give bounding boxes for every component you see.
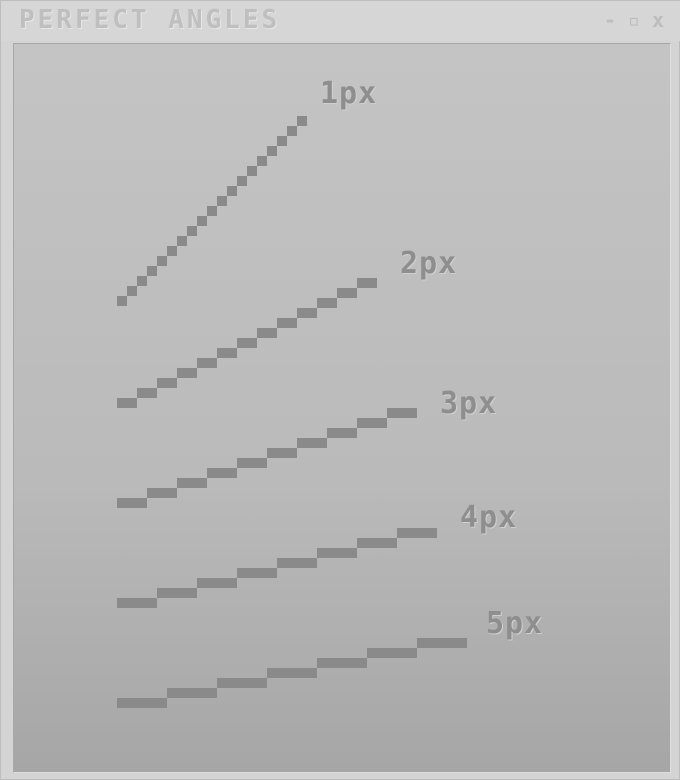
stair-step xyxy=(217,678,267,688)
stair-step xyxy=(197,578,237,588)
stair-step xyxy=(117,398,137,408)
stair-line-1px xyxy=(117,116,307,306)
stair-step xyxy=(117,598,157,608)
stair-step xyxy=(297,116,307,126)
stair-step xyxy=(277,318,297,328)
close-button[interactable]: x xyxy=(651,8,665,32)
stair-step xyxy=(117,698,167,708)
stair-line-4px xyxy=(117,528,437,608)
stair-step xyxy=(187,226,197,236)
stair-step xyxy=(217,196,227,206)
stair-step xyxy=(417,638,467,648)
stair-step xyxy=(117,296,127,306)
stair-step xyxy=(167,246,177,256)
line-label-1px: 1px xyxy=(320,76,378,111)
stair-line-3px xyxy=(117,408,417,508)
stair-step xyxy=(177,368,197,378)
stair-step xyxy=(177,236,187,246)
stair-step xyxy=(237,176,247,186)
window-title: PERFECT ANGLES xyxy=(19,5,281,35)
stair-step xyxy=(177,478,207,488)
line-label-3px: 3px xyxy=(440,386,498,421)
stair-lines xyxy=(117,116,467,708)
line-label-5px: 5px xyxy=(486,606,544,641)
minimize-button[interactable]: - xyxy=(603,8,617,32)
drawing-canvas: 1px 2px 3px 4px 5px xyxy=(13,43,671,773)
line-label-4px: 4px xyxy=(460,500,518,535)
stair-step xyxy=(197,358,217,368)
stair-line-2px xyxy=(117,278,377,408)
stair-step xyxy=(257,156,267,166)
stair-step xyxy=(317,658,367,668)
stair-step xyxy=(147,488,177,498)
stair-step xyxy=(127,286,137,296)
stair-step xyxy=(117,498,147,508)
stair-step xyxy=(367,648,417,658)
stair-step xyxy=(317,548,357,558)
stair-step xyxy=(227,186,237,196)
stair-step xyxy=(237,458,267,468)
stair-step xyxy=(297,438,327,448)
stair-step xyxy=(167,688,217,698)
stair-line-5px xyxy=(117,638,467,708)
stair-step xyxy=(277,558,317,568)
stair-step xyxy=(257,328,277,338)
stair-step xyxy=(197,216,207,226)
title-bar[interactable]: PERFECT ANGLES - ▫ x xyxy=(1,1,680,41)
stair-step xyxy=(237,338,257,348)
stair-step xyxy=(267,668,317,678)
stair-step xyxy=(297,308,317,318)
window-controls: - ▫ x xyxy=(601,9,667,31)
maximize-button[interactable]: ▫ xyxy=(627,8,641,32)
stair-step xyxy=(247,166,257,176)
stair-step xyxy=(397,528,437,538)
stair-step xyxy=(357,538,397,548)
stair-step xyxy=(387,408,417,418)
stair-step xyxy=(217,348,237,358)
stair-step xyxy=(157,588,197,598)
stair-step xyxy=(317,298,337,308)
line-label-2px: 2px xyxy=(400,246,458,281)
stair-step xyxy=(267,448,297,458)
stair-step xyxy=(337,288,357,298)
stair-step xyxy=(137,276,147,286)
stair-step xyxy=(357,418,387,428)
stair-step xyxy=(357,278,377,288)
stair-step xyxy=(157,378,177,388)
stair-step xyxy=(147,266,157,276)
stair-step xyxy=(237,568,277,578)
stair-step xyxy=(327,428,357,438)
stair-step xyxy=(287,126,297,136)
stair-step xyxy=(137,388,157,398)
stair-step xyxy=(207,206,217,216)
stair-step xyxy=(157,256,167,266)
stair-step xyxy=(207,468,237,478)
stair-step xyxy=(277,136,287,146)
stair-step xyxy=(267,146,277,156)
